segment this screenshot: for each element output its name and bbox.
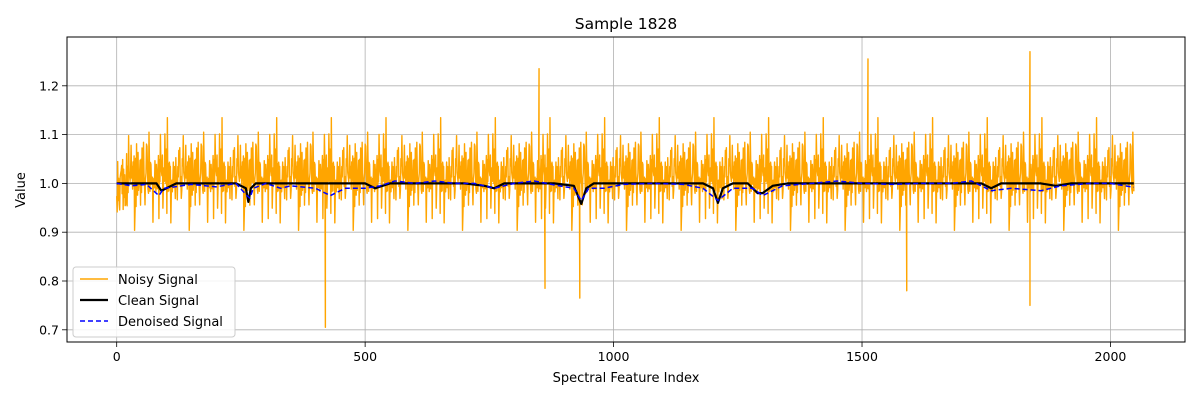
y-tick-label: 0.8 xyxy=(39,274,59,289)
y-tick-label: 0.9 xyxy=(39,225,59,240)
legend-label-clean: Clean Signal xyxy=(118,294,199,309)
plot-frame xyxy=(66,36,1186,343)
x-tick-label: 2000 xyxy=(1095,349,1127,364)
y-tick-label: 1.1 xyxy=(39,127,59,142)
y-tick-label: 0.7 xyxy=(39,322,59,337)
y-tick-label: 1.0 xyxy=(39,176,59,191)
y-axis-label: Value xyxy=(14,172,29,208)
chart-title: Sample 1828 xyxy=(575,15,678,33)
x-tick-label: 1000 xyxy=(598,349,630,364)
legend-box xyxy=(72,266,236,338)
plot-area xyxy=(115,50,1135,329)
legend: Noisy Signal Clean Signal Denoised Signa… xyxy=(72,266,236,338)
x-tick-label: 0 xyxy=(113,349,121,364)
series-denoised-signal xyxy=(116,180,1134,202)
y-tick-label: 1.2 xyxy=(39,78,59,93)
legend-label-denoised: Denoised Signal xyxy=(118,315,223,330)
legend-label-noisy: Noisy Signal xyxy=(118,273,198,288)
x-tick-label: 500 xyxy=(353,349,377,364)
axes-ticks: 0 500 1000 1500 2000 0.7 0.8 0.9 1.0 1.1 1.2 xyxy=(39,78,1126,364)
x-tick-label: 1500 xyxy=(846,349,878,364)
x-axis-label: Spectral Feature Index xyxy=(553,371,700,386)
